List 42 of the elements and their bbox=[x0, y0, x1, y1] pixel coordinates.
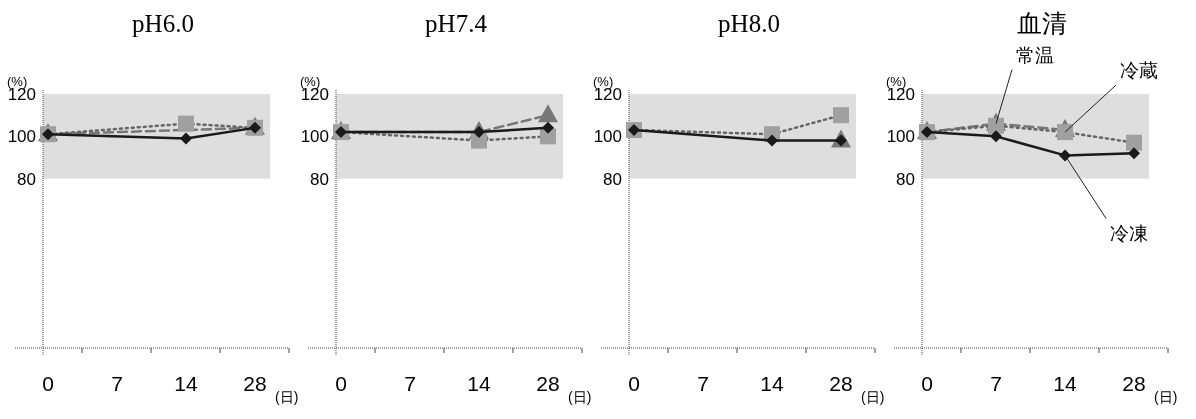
y-tick-label: 80 bbox=[896, 169, 915, 189]
x-tick-label: 28 bbox=[243, 372, 267, 395]
y-tick-label: 100 bbox=[7, 127, 36, 147]
annotation: 常温 bbox=[1016, 44, 1054, 66]
point bbox=[542, 121, 554, 134]
chart-title: pH7.4 bbox=[425, 10, 488, 37]
point bbox=[1059, 149, 1071, 162]
y-tick-label: 80 bbox=[310, 169, 329, 189]
x-tick-label: 28 bbox=[829, 372, 853, 395]
annotation: 冷凍 bbox=[1110, 223, 1148, 245]
x-tick-label: 14 bbox=[174, 372, 198, 395]
y-tick-label: 80 bbox=[603, 169, 622, 189]
x-tick-label: 0 bbox=[42, 372, 54, 395]
y-tick-label: 80 bbox=[17, 169, 36, 189]
x-tick-label: 28 bbox=[536, 372, 560, 395]
point bbox=[766, 134, 778, 147]
annotation: 冷蔵 bbox=[1120, 60, 1158, 82]
x-tick-label: 14 bbox=[1053, 372, 1077, 395]
x-tick-label: 7 bbox=[404, 372, 416, 395]
chart-title: pH8.0 bbox=[718, 10, 780, 37]
x-tick-label: 28 bbox=[1122, 372, 1146, 395]
x-axis-title: (日) bbox=[861, 389, 885, 405]
chart-title: pH6.0 bbox=[132, 10, 194, 37]
x-tick-label: 14 bbox=[467, 372, 491, 395]
x-tick-label: 7 bbox=[697, 372, 709, 395]
chart-title: 血清 bbox=[1017, 10, 1067, 37]
y-tick-label: 100 bbox=[300, 127, 329, 147]
y-tick-label: 100 bbox=[593, 127, 622, 147]
x-axis-title: (日) bbox=[568, 389, 592, 405]
point bbox=[538, 104, 558, 123]
x-tick-label: 0 bbox=[628, 372, 640, 395]
x-tick-label: 14 bbox=[760, 372, 784, 395]
x-tick-label: 0 bbox=[335, 372, 347, 395]
x-axis-title: (日) bbox=[1154, 389, 1178, 405]
point bbox=[990, 130, 1002, 143]
y-tick-label: 100 bbox=[886, 127, 915, 147]
x-tick-label: 7 bbox=[990, 372, 1002, 395]
point bbox=[1128, 147, 1140, 160]
x-tick-label: 0 bbox=[921, 372, 933, 395]
x-tick-label: 7 bbox=[111, 372, 123, 395]
x-axis-title: (日) bbox=[275, 389, 299, 405]
point bbox=[180, 132, 192, 145]
